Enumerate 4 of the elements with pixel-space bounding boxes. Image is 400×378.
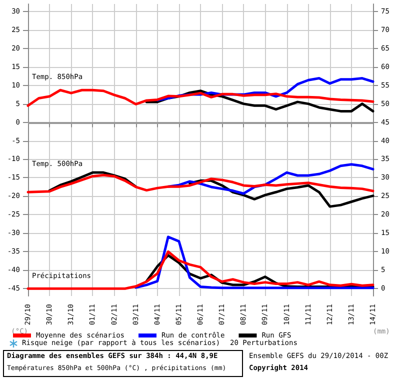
- line-series: [134, 236, 374, 290]
- line-series: [26, 174, 374, 194]
- line-series: [26, 250, 374, 290]
- line-series: [26, 88, 374, 107]
